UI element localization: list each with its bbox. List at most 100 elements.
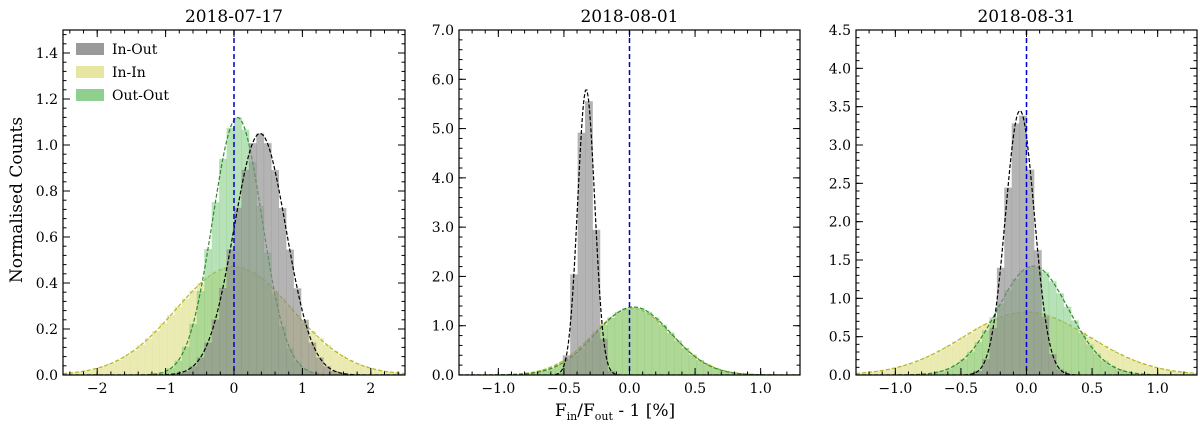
histogram-bar-in-in bbox=[915, 360, 924, 375]
histogram-bar-out-out bbox=[1070, 320, 1079, 375]
histogram-bar-out-out bbox=[555, 364, 564, 375]
y-tick-label: 3.0 bbox=[829, 138, 851, 154]
y-tick-label: 1.2 bbox=[36, 92, 58, 108]
histogram-bar-in-out bbox=[174, 373, 183, 375]
histogram-bar-in-out bbox=[300, 319, 309, 375]
y-tick-label: 0.2 bbox=[36, 322, 58, 338]
histogram-bar-in-out bbox=[1004, 187, 1013, 375]
histogram-bar-in-in bbox=[174, 306, 183, 375]
x-tick-label: −1.0 bbox=[481, 381, 515, 397]
histogram-bar-in-out bbox=[577, 132, 586, 375]
histogram-bar-in-in bbox=[181, 298, 190, 375]
histogram-bar-out-out bbox=[733, 373, 742, 375]
histogram-bar-in-in bbox=[390, 372, 398, 375]
x-tick-label: −1 bbox=[155, 381, 176, 397]
histogram-bar-out-out bbox=[1085, 344, 1094, 375]
histogram-bar-in-in bbox=[85, 370, 94, 375]
histogram-bar-in-out bbox=[555, 373, 564, 375]
panel-title: 2018-08-01 bbox=[580, 7, 678, 27]
x-axis-label-main: F bbox=[555, 401, 567, 421]
histogram-bar-in-in bbox=[345, 359, 354, 375]
x-axis-label-tail: - 1 [%] bbox=[613, 401, 675, 421]
histogram-bar-out-out bbox=[525, 373, 534, 375]
panel-title: 2018-08-31 bbox=[977, 7, 1075, 27]
histogram-bar-in-in bbox=[1108, 349, 1116, 375]
histogram-bar-in-out bbox=[293, 288, 302, 375]
panel-1: −2 −1 0 1 2 0.0 0.2 0.4 0.6 0.8 1.0 1.2 1.4 2018-07-1… bbox=[36, 7, 406, 397]
histogram-bar-in-out bbox=[278, 208, 287, 375]
histogram-bar-out-out bbox=[533, 372, 541, 375]
histogram-bar-in-in bbox=[122, 355, 131, 375]
histogram-bar-out-out bbox=[614, 312, 623, 375]
histogram-bar-out-out bbox=[967, 351, 976, 375]
histogram-bar-out-out bbox=[974, 342, 983, 375]
histogram-bar-in-in bbox=[330, 350, 339, 375]
histogram-bar-in-in bbox=[937, 349, 946, 375]
histogram-bar-in-out bbox=[189, 366, 198, 375]
histogram-bar-in-in bbox=[922, 357, 931, 375]
panel-2: −1.0 −0.5 0.0 0.5 1.0 0.0 1.0 2.0 3.0 4.0 5.0 6.0 7.… bbox=[432, 7, 801, 397]
plot-area bbox=[459, 89, 800, 375]
histogram-bar-out-out bbox=[622, 308, 630, 375]
x-tick-label: 1.0 bbox=[750, 381, 772, 397]
plot-area bbox=[63, 116, 405, 375]
histogram-bar-in-in bbox=[144, 338, 153, 375]
histogram-bar-in-out bbox=[1019, 115, 1027, 375]
histogram-bar-out-out bbox=[718, 370, 727, 375]
histogram-bar-in-in bbox=[63, 373, 71, 375]
legend-swatch-in-in bbox=[76, 66, 104, 78]
histogram-bar-in-in bbox=[115, 359, 123, 375]
histogram-bar-out-out bbox=[629, 306, 638, 375]
histogram-bar-in-out bbox=[607, 370, 616, 375]
x-tick-label: 0.0 bbox=[618, 381, 640, 397]
histogram-bar-in-in bbox=[893, 367, 901, 375]
histogram-bar-in-in bbox=[92, 368, 101, 375]
histogram-bar-in-in bbox=[100, 366, 109, 375]
y-tick-label: 0.4 bbox=[36, 276, 58, 292]
histogram-bar-out-out bbox=[1115, 369, 1124, 375]
histogram-bar-out-out bbox=[959, 359, 968, 375]
histogram-bar-out-out bbox=[1056, 293, 1064, 375]
histogram-bar-in-out bbox=[286, 249, 294, 375]
histogram-bar-in-in bbox=[1174, 371, 1183, 375]
histogram-bar-in-in bbox=[360, 366, 369, 375]
y-tick-label: 4.0 bbox=[829, 61, 851, 77]
histogram-bar-out-out bbox=[196, 291, 205, 375]
y-tick-label: 5.0 bbox=[432, 122, 454, 138]
histogram-bar-in-out bbox=[181, 370, 190, 375]
histogram-bar-in-out bbox=[974, 370, 983, 375]
histogram-bar-out-out bbox=[167, 368, 175, 375]
histogram-bar-in-in bbox=[367, 368, 376, 375]
histogram-bar-in-out bbox=[226, 249, 235, 375]
histogram-bar-in-in bbox=[1189, 373, 1197, 375]
histogram-bar-in-out bbox=[1056, 369, 1064, 375]
histogram-bar-in-out bbox=[196, 357, 205, 375]
histogram-bar-in-in bbox=[152, 331, 161, 375]
histogram-bar-out-out bbox=[659, 324, 667, 375]
histogram-bar-in-in bbox=[1159, 369, 1168, 375]
histogram-bar-in-in bbox=[323, 344, 332, 375]
histogram-bar-in-in bbox=[863, 372, 872, 375]
histogram-bar-out-out bbox=[937, 371, 946, 375]
legend-label-in-in: In-In bbox=[112, 65, 146, 81]
legend-swatch-in-out bbox=[76, 43, 104, 55]
histogram-bar-out-out bbox=[673, 340, 682, 375]
histogram-in-out bbox=[174, 133, 346, 375]
y-tick-label: 1.0 bbox=[36, 138, 58, 154]
y-tick-label: 1.0 bbox=[432, 319, 454, 335]
histogram-bar-in-out bbox=[989, 327, 998, 375]
histogram-bar-in-out bbox=[248, 143, 257, 375]
histogram-bar-out-out bbox=[219, 158, 227, 375]
fit-curve-in-out bbox=[63, 132, 405, 375]
histogram-bar-in-out bbox=[315, 357, 324, 375]
x-tick-label: −0.5 bbox=[944, 381, 978, 397]
y-tick-label: 1.5 bbox=[829, 253, 851, 269]
histogram-bar-in-in bbox=[382, 371, 391, 375]
histogram-bar-in-in bbox=[77, 371, 86, 375]
histogram-bar-in-out bbox=[271, 170, 280, 375]
histogram-bar-out-out bbox=[952, 364, 961, 375]
histogram-bar-out-out bbox=[607, 317, 616, 375]
histogram-bar-out-out bbox=[181, 346, 190, 375]
histogram-bar-out-out bbox=[1093, 353, 1102, 375]
legend-label-in-out: In-Out bbox=[112, 42, 158, 58]
